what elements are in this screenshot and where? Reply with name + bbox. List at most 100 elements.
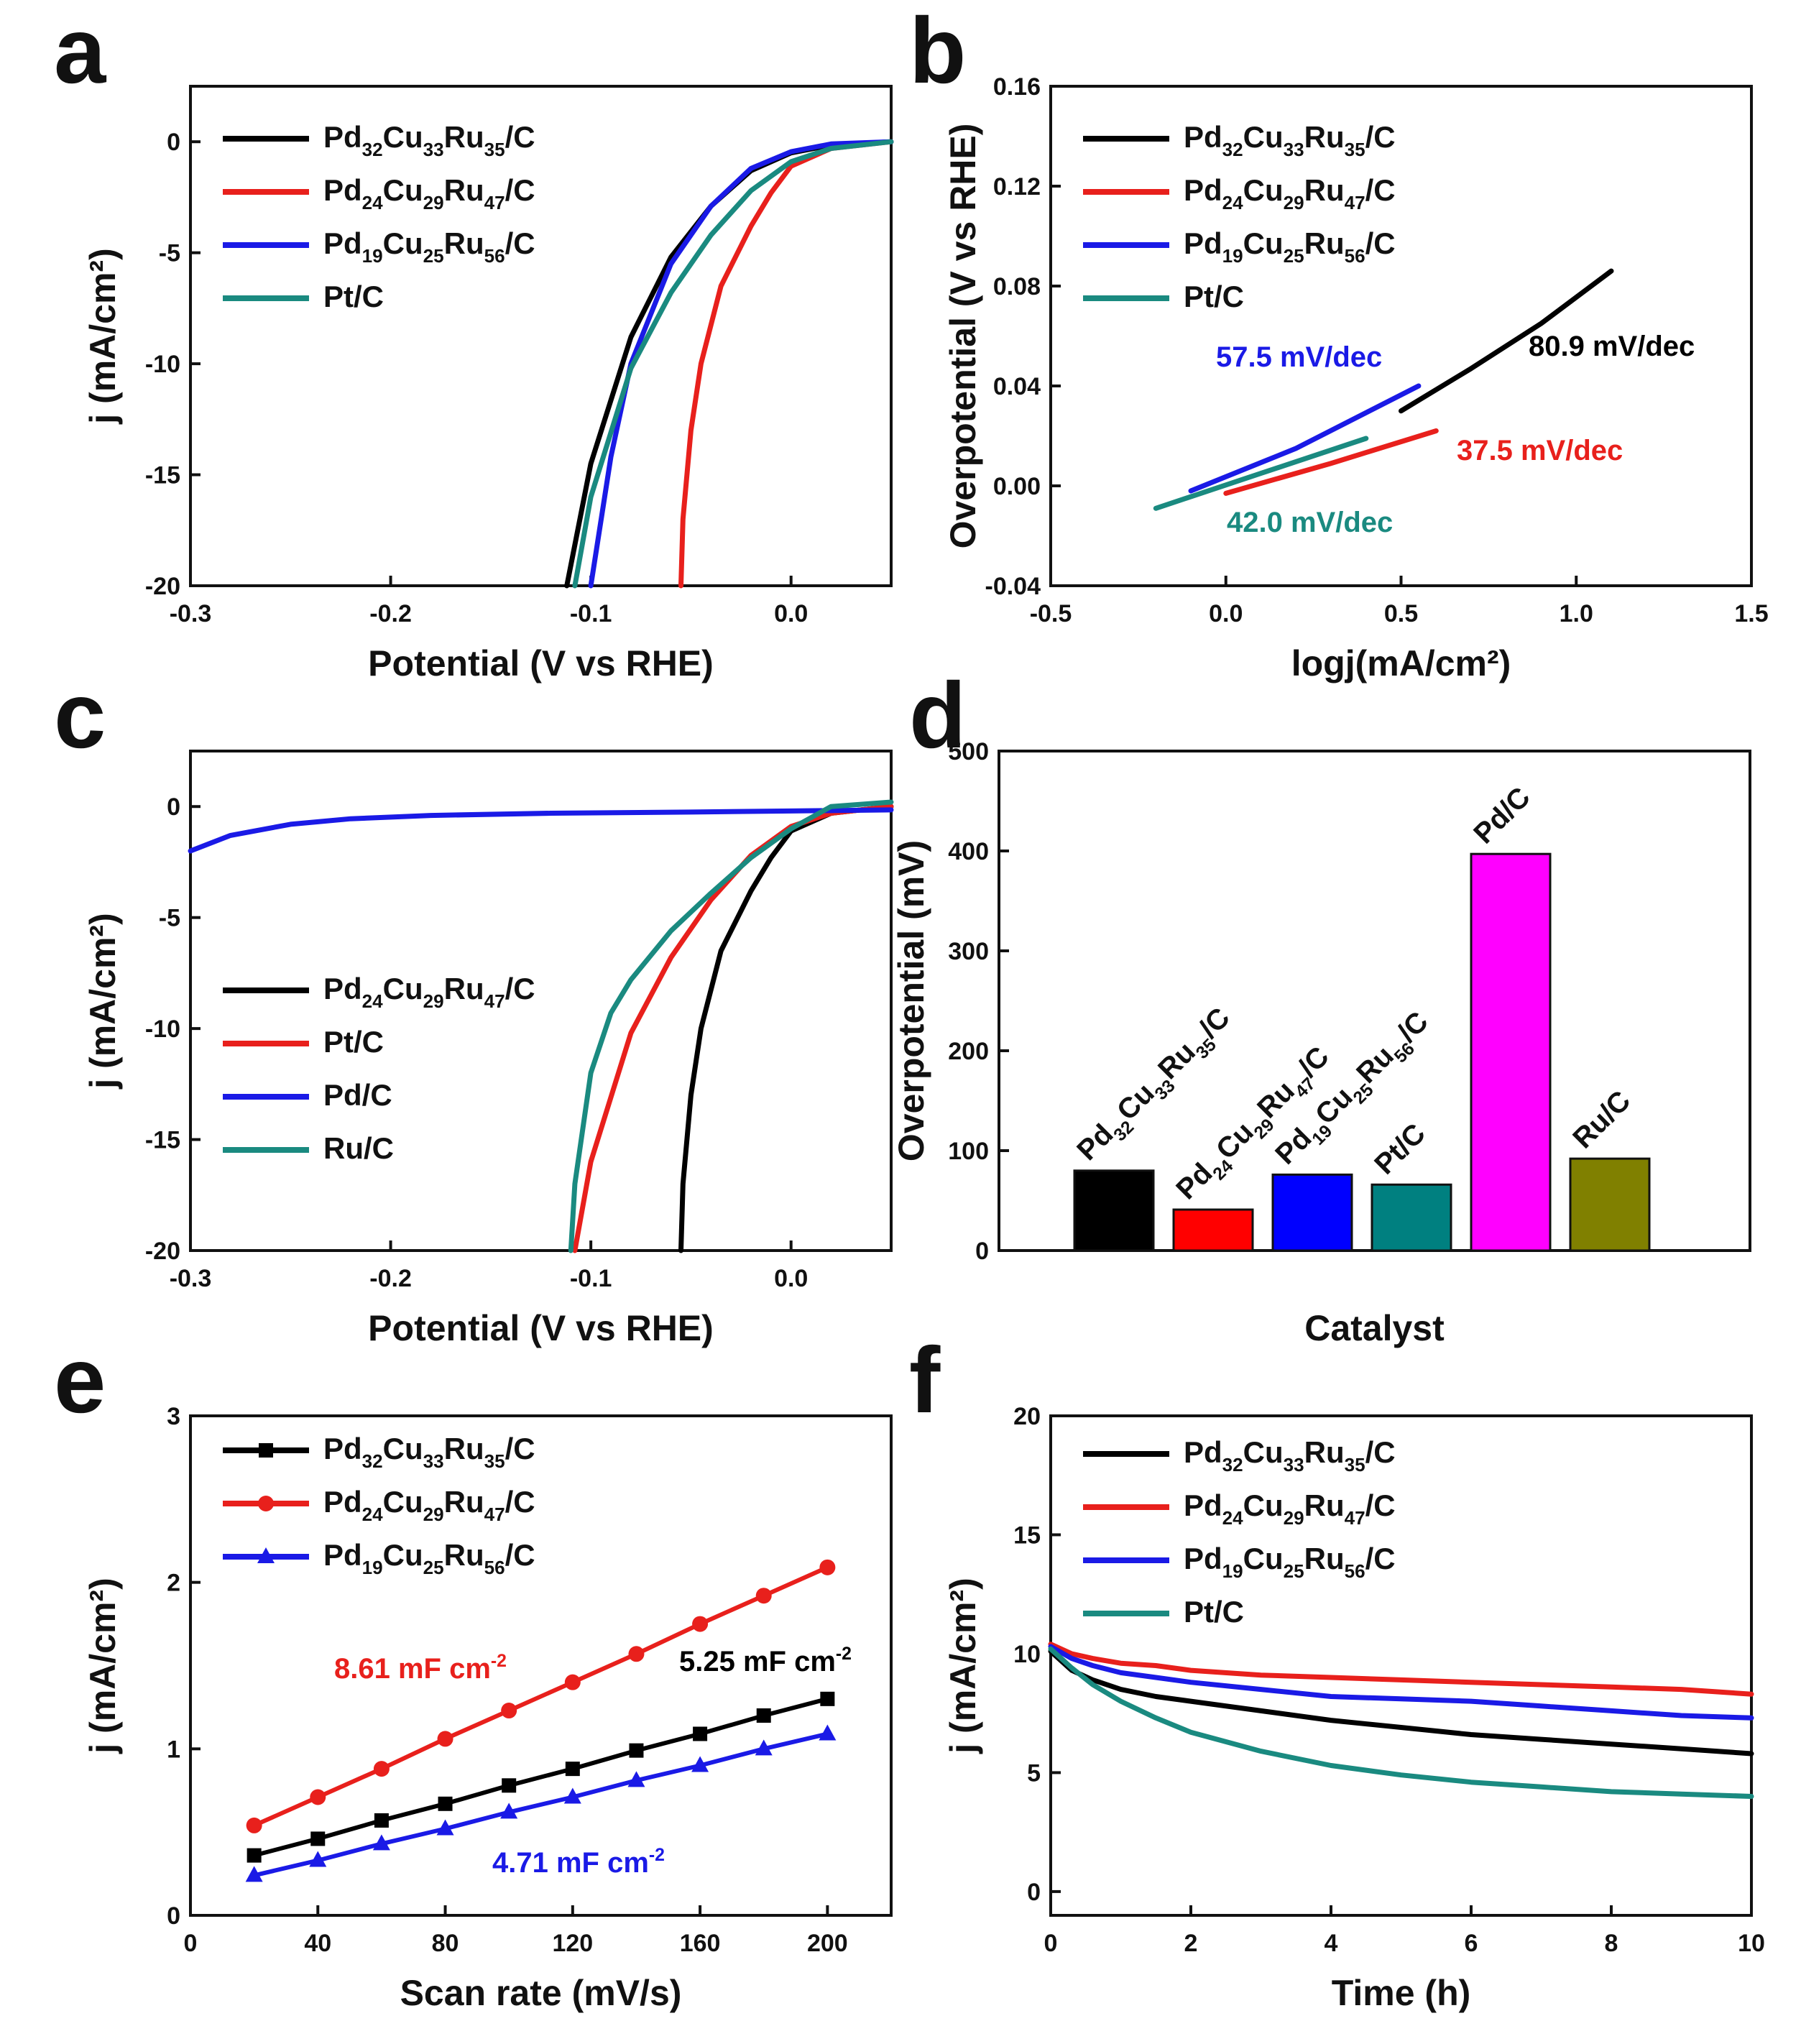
y-tick-label: 0	[975, 1238, 989, 1265]
data-point	[755, 1739, 773, 1756]
x-axis-label: Scan rate (mV/s)	[400, 1973, 682, 2013]
x-tick-label: 0	[184, 1930, 198, 1957]
plot-frame	[189, 85, 893, 587]
series-line	[1048, 1646, 1754, 1799]
x-axis-label: Catalyst	[1304, 1308, 1445, 1348]
y-tick-label: -10	[145, 1016, 180, 1043]
x-tick-label: 120	[552, 1930, 593, 1957]
y-tick-label: 1	[167, 1736, 180, 1763]
y-tick-label: 0.12	[993, 173, 1041, 201]
legend-entry: Pd32Cu33Ru35/C	[1184, 1435, 1396, 1476]
x-tick-label: -0.5	[1030, 600, 1072, 627]
legend-entry: Pd24Cu29Ru47/C	[1184, 1488, 1396, 1529]
bar	[1271, 1173, 1353, 1252]
y-tick-label: -15	[145, 1127, 180, 1154]
plot-frame	[189, 1414, 893, 1917]
panel-label: b	[909, 0, 966, 103]
x-tick-label: 1.5	[1734, 600, 1768, 627]
data-point	[437, 1731, 453, 1747]
y-tick-label: 15	[1013, 1522, 1041, 1549]
legend-marker	[257, 1547, 275, 1563]
series-line	[188, 807, 894, 854]
y-tick-label: -20	[145, 1238, 180, 1265]
legend-entry: Pd24Cu29Ru47/C	[323, 173, 535, 213]
bar-label: Pt/C	[1368, 1118, 1432, 1181]
fit-line	[253, 1696, 829, 1858]
y-tick-label: 0.16	[993, 73, 1041, 101]
series-line	[588, 139, 894, 589]
legend-entry: Pd32Cu33Ru35/C	[1184, 120, 1396, 160]
data-point	[374, 1813, 389, 1828]
y-tick-label: 200	[948, 1038, 989, 1065]
data-point	[819, 1724, 837, 1741]
data-point	[820, 1691, 835, 1706]
data-point	[436, 1819, 454, 1836]
data-point	[246, 1817, 262, 1833]
y-tick-label: 0	[167, 129, 180, 156]
series-line	[1223, 428, 1439, 496]
x-tick-label: 8	[1605, 1930, 1618, 1957]
x-tick-label: -0.1	[570, 600, 612, 627]
bar-label: Ru/C	[1567, 1085, 1636, 1154]
tafel-slope-label: 42.0 mV/dec	[1227, 507, 1393, 538]
series-line	[1048, 1644, 1754, 1721]
x-tick-label: 0	[1044, 1930, 1058, 1957]
y-axis-label: j (mA/cm²)	[943, 1578, 983, 1754]
data-point	[819, 1559, 836, 1575]
legend-marker	[259, 1443, 273, 1458]
x-tick-label: 10	[1738, 1930, 1765, 1957]
legend-entry: Pd24Cu29Ru47/C	[323, 1485, 535, 1525]
y-tick-label: 300	[948, 938, 989, 965]
legend-entry: Ru/C	[323, 1131, 394, 1165]
legend-entry: Pt/C	[1184, 1595, 1244, 1629]
x-axis-label: Potential (V vs RHE)	[368, 643, 714, 683]
x-tick-label: 0.0	[1209, 600, 1243, 627]
data-point	[628, 1646, 645, 1662]
legend-entry: Pd32Cu33Ru35/C	[323, 1432, 535, 1472]
y-axis-label: Overpotential (V vs RHE)	[943, 124, 983, 549]
x-tick-label: -0.3	[170, 1265, 212, 1292]
y-tick-label: 3	[167, 1403, 180, 1430]
y-axis-label: j (mA/cm²)	[83, 913, 123, 1089]
y-axis-label: j (mA/cm²)	[83, 1578, 123, 1754]
x-tick-label: 0.5	[1384, 600, 1418, 627]
tafel-slope-label: 57.5 mV/dec	[1216, 341, 1382, 373]
x-tick-label: 2	[1184, 1930, 1198, 1957]
series-line	[568, 799, 894, 1253]
bar	[1172, 1208, 1254, 1252]
data-point	[629, 1743, 644, 1758]
capacitance-label: 5.25 mF cm-2	[679, 1644, 852, 1677]
data-point	[693, 1726, 708, 1741]
y-tick-label: 0	[1027, 1879, 1041, 1906]
legend-entry: Pd19Cu25Ru56/C	[1184, 1542, 1396, 1582]
legend-entry: Pt/C	[1184, 280, 1244, 313]
x-tick-label: 40	[304, 1930, 331, 1957]
legend-entry: Pt/C	[323, 1025, 384, 1059]
x-axis-label: Time (h)	[1332, 1973, 1471, 2013]
data-point	[691, 1756, 709, 1772]
data-point	[563, 1787, 581, 1804]
data-point	[500, 1803, 518, 1819]
panel-label: d	[909, 663, 966, 768]
y-tick-label: 0.00	[993, 473, 1041, 500]
legend-marker	[258, 1496, 274, 1511]
panel-d: d 0 100 200 300 400 500 Catalyst Overpotential (…	[891, 663, 1751, 1348]
x-tick-label: 6	[1465, 1930, 1478, 1957]
series-line	[678, 804, 894, 1253]
data-point	[372, 1834, 390, 1851]
x-tick-label: 0.0	[774, 600, 808, 627]
panel-label: f	[909, 1327, 941, 1432]
y-tick-label: 0	[167, 1902, 180, 1930]
y-tick-label: 0.04	[993, 373, 1041, 400]
panel-a: a -0.3 -0.2 -0.1 0.0 0 -5 -10 -15 -20 Potential (V…	[54, 0, 894, 683]
x-tick-label: -0.3	[170, 600, 212, 627]
legend-entry: Pd/C	[323, 1078, 392, 1112]
x-tick-label: 160	[680, 1930, 721, 1957]
data-point	[309, 1851, 327, 1867]
legend-entry: Pd19Cu25Ru56/C	[323, 1538, 535, 1578]
data-point	[501, 1703, 517, 1719]
y-tick-label: 5	[1027, 1759, 1041, 1787]
x-tick-label: 0.0	[774, 1265, 808, 1292]
x-tick-label: -0.2	[369, 600, 412, 627]
